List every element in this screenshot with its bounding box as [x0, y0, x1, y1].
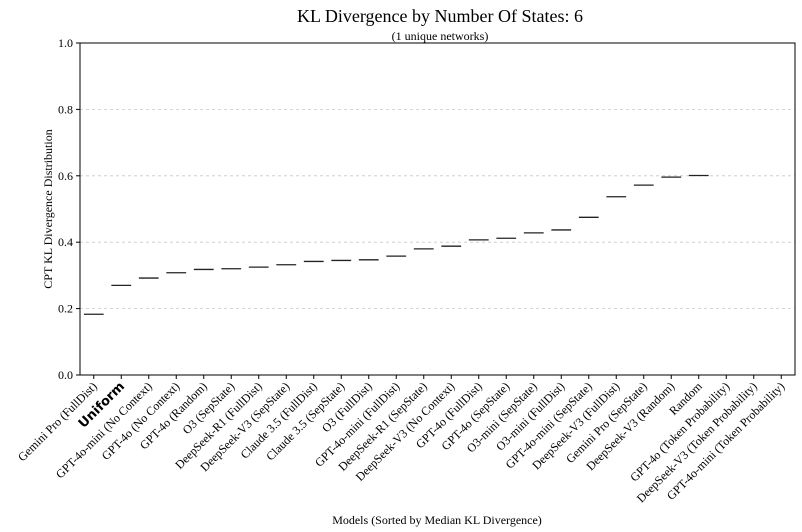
y-axis-label: CPT KL Divergence Distribution — [41, 129, 55, 288]
y-axis: 0.0 0.2 0.4 0.6 0.8 1.0 — [58, 36, 80, 382]
grid-lines — [80, 109, 795, 310]
y-tick-label: 0.0 — [58, 368, 73, 382]
y-tick-label: 0.8 — [58, 102, 73, 116]
y-tick-label: 0.2 — [58, 302, 73, 316]
y-tick-label: 0.6 — [58, 169, 73, 183]
box-medians — [83, 174, 709, 315]
chart-subtitle: (1 unique networks) — [392, 29, 489, 43]
chart-title: KL Divergence by Number Of States: 6 — [297, 6, 583, 26]
plot-frame — [79, 42, 796, 376]
y-tick-label: 0.4 — [58, 235, 73, 249]
x-axis: Gemini Pro (FullDist)UniformGPT-4o-mini … — [15, 375, 787, 505]
y-tick-label: 1.0 — [58, 36, 73, 50]
x-axis-label: Models (Sorted by Median KL Divergence) — [332, 513, 542, 527]
